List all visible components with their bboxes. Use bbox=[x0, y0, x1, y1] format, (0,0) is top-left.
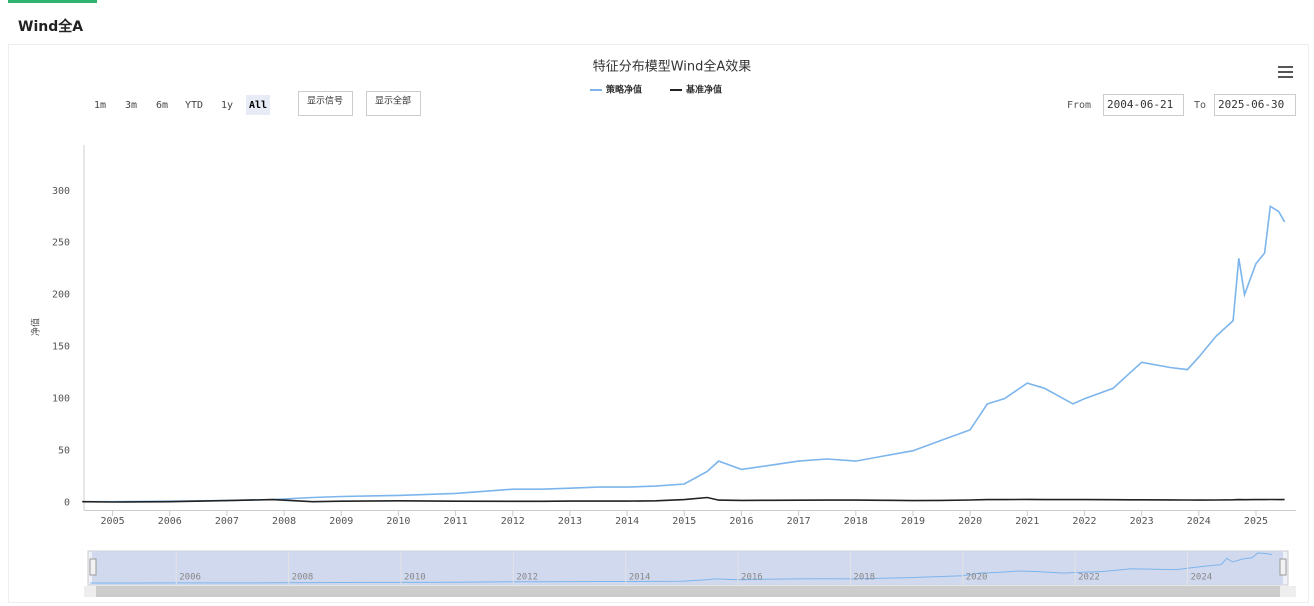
signal-button-label: 显示信号 bbox=[307, 95, 343, 107]
from-date: 2004-06-21 bbox=[1107, 98, 1173, 111]
x-tick-label: 2013 bbox=[558, 516, 582, 527]
x-tick-label: 2018 bbox=[844, 516, 868, 527]
scrollbar-thumb[interactable] bbox=[96, 586, 1280, 597]
series-line bbox=[82, 205, 1286, 503]
series-line bbox=[82, 496, 1285, 503]
card bbox=[8, 44, 1309, 603]
x-tick-label: 2023 bbox=[1130, 516, 1154, 527]
x-tick-label: 2009 bbox=[329, 516, 353, 527]
x-tick-label: 2008 bbox=[272, 516, 296, 527]
range-button[interactable]: YTD bbox=[185, 100, 203, 111]
legend-label[interactable]: 基准净值 bbox=[685, 84, 722, 96]
x-tick-label: 2022 bbox=[1072, 516, 1096, 527]
x-tick-label: 2012 bbox=[501, 516, 525, 527]
x-tick-label: 2017 bbox=[787, 516, 811, 527]
x-tick-label: 2016 bbox=[729, 516, 753, 527]
signal-button[interactable] bbox=[366, 91, 421, 116]
y-tick-label: 150 bbox=[52, 342, 70, 353]
navigator-line bbox=[90, 552, 1272, 584]
navigator-handle[interactable] bbox=[1279, 558, 1287, 576]
navigator-tick-label: 2006 bbox=[179, 573, 201, 583]
x-tick-label: 2011 bbox=[444, 516, 468, 527]
y-tick-label: 0 bbox=[64, 498, 70, 509]
x-tick-label: 2007 bbox=[215, 516, 239, 527]
to-date: 2025-06-30 bbox=[1218, 98, 1284, 111]
y-tick-label: 200 bbox=[52, 290, 70, 301]
range-button[interactable]: 1y bbox=[221, 100, 233, 111]
y-tick-label: 300 bbox=[52, 186, 70, 197]
navigator-tick-label: 2024 bbox=[1190, 573, 1212, 583]
range-button[interactable]: 1m bbox=[94, 100, 106, 111]
tab-label[interactable]: Wind全A bbox=[18, 18, 83, 35]
signal-button-label: 显示全部 bbox=[375, 95, 411, 107]
chart-title: 特征分布模型Wind全A效果 bbox=[593, 59, 752, 75]
navigator-tick-label: 2016 bbox=[741, 573, 763, 583]
navigator-handle[interactable] bbox=[89, 558, 97, 576]
navigator-tick-label: 2022 bbox=[1078, 573, 1100, 583]
x-tick-label: 2005 bbox=[101, 516, 125, 527]
x-tick-label: 2014 bbox=[615, 516, 639, 527]
navigator-tick-label: 2008 bbox=[292, 573, 314, 583]
from-label: From bbox=[1067, 100, 1091, 111]
to-label: To bbox=[1194, 100, 1206, 111]
signal-button[interactable] bbox=[298, 91, 353, 116]
x-tick-label: 2015 bbox=[672, 516, 696, 527]
y-tick-label: 250 bbox=[52, 238, 70, 249]
x-tick-label: 2019 bbox=[901, 516, 925, 527]
x-tick-label: 2024 bbox=[1187, 516, 1211, 527]
range-button[interactable]: 6m bbox=[156, 100, 168, 111]
to-input[interactable] bbox=[1214, 94, 1296, 116]
x-tick-label: 2020 bbox=[958, 516, 982, 527]
y-axis-label: 净值 bbox=[30, 318, 42, 336]
navigator-mask[interactable] bbox=[92, 551, 1283, 585]
range-button-bg[interactable] bbox=[246, 95, 270, 115]
menu-icon[interactable] bbox=[1278, 66, 1293, 78]
range-button[interactable]: All bbox=[249, 100, 267, 111]
x-tick-label: 2025 bbox=[1244, 516, 1268, 527]
range-button[interactable]: 3m bbox=[125, 100, 137, 111]
x-tick-label: 2021 bbox=[1015, 516, 1039, 527]
navigator-tick-label: 2012 bbox=[516, 573, 538, 583]
tab-indicator bbox=[8, 0, 97, 3]
x-tick-label: 2010 bbox=[386, 516, 410, 527]
from-input[interactable] bbox=[1103, 94, 1184, 116]
navigator-tick-label: 2018 bbox=[853, 573, 875, 583]
x-tick-label: 2006 bbox=[158, 516, 182, 527]
legend-label[interactable]: 策略净值 bbox=[605, 84, 642, 96]
navigator-tick-label: 2010 bbox=[404, 573, 426, 583]
y-tick-label: 100 bbox=[52, 394, 70, 405]
navigator-tick-label: 2014 bbox=[629, 573, 651, 583]
navigator-tick-label: 2020 bbox=[966, 573, 988, 583]
y-tick-label: 50 bbox=[58, 446, 70, 457]
